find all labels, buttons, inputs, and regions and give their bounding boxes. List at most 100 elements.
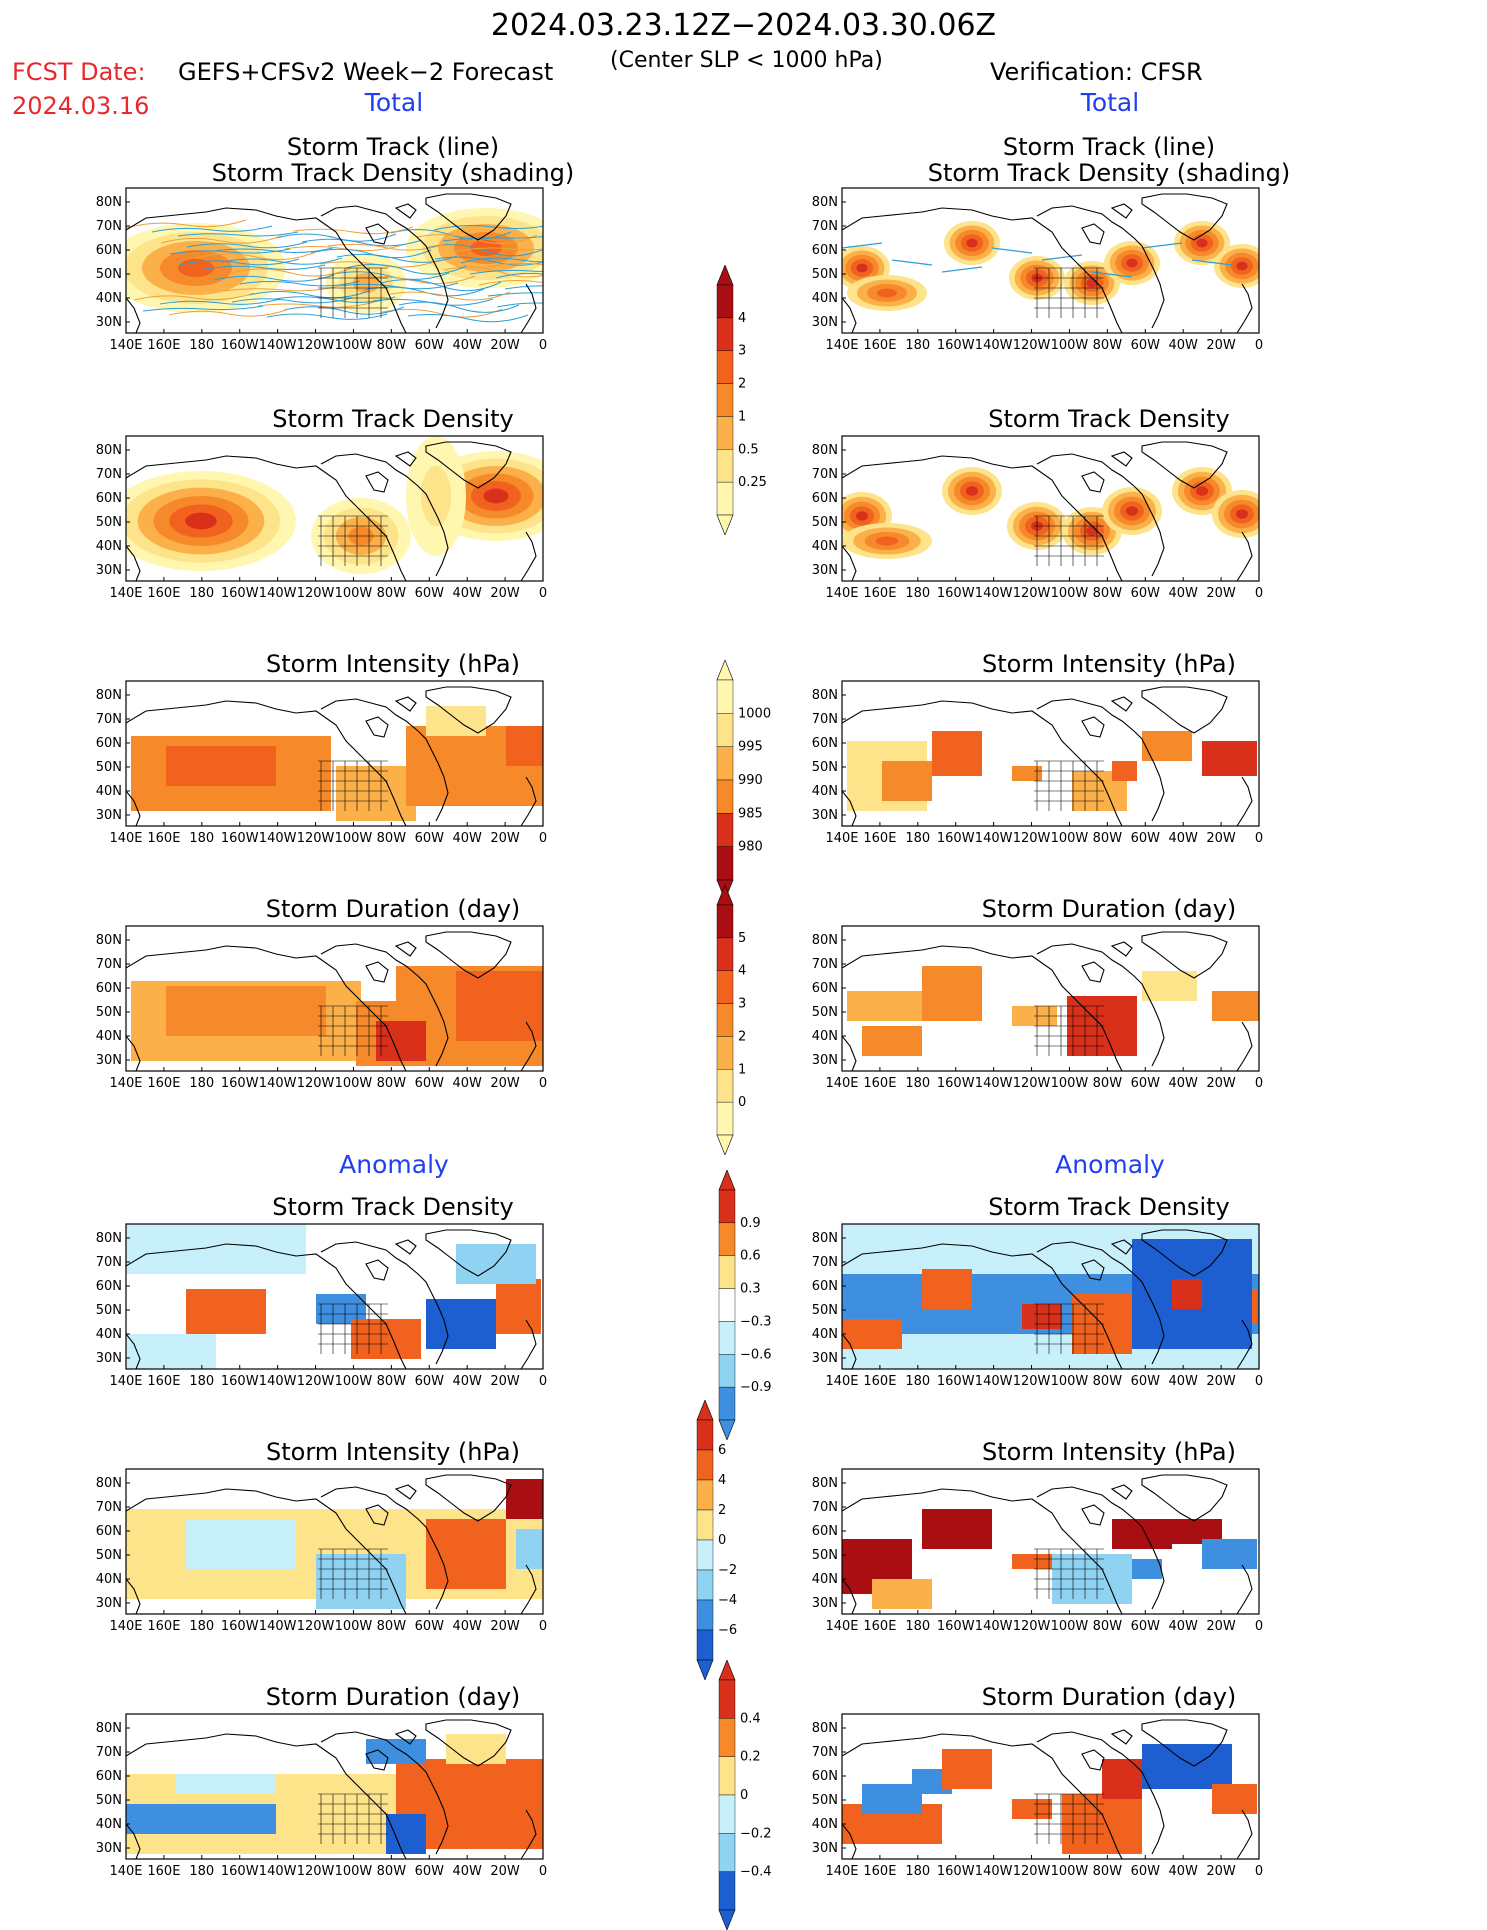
- header-title: 2024.03.23.12Z−2024.03.30.06Z: [490, 8, 997, 43]
- storm-track-line: [991, 247, 1033, 254]
- panel-duration-anom-right-svg: 80N 70N 60N 50N 40N 30N 140E 160E 180 160W 140W 120…: [812, 1713, 1263, 1879]
- field-cell: [1132, 1559, 1162, 1579]
- lat-tick-label: 60N: [96, 1279, 122, 1294]
- colorbar-swatch: [716, 779, 734, 814]
- lat-tick-label: 80N: [812, 688, 838, 703]
- storm-track-line: [151, 225, 273, 233]
- lon-tick-label: 160E: [147, 1864, 180, 1879]
- lon-tick-label: 140E: [825, 338, 858, 353]
- coastline-path: [1110, 696, 1133, 712]
- field-cell: [336, 766, 416, 821]
- lon-tick-label: 180: [905, 1619, 930, 1634]
- lon-tick-label: 0: [539, 1076, 547, 1091]
- coastline-path: [1236, 531, 1253, 581]
- field-cell: [872, 1579, 932, 1609]
- colorbar-swatch: [696, 1569, 714, 1601]
- storm-track-line: [186, 241, 308, 249]
- colorbar-intensity-total: 1000 995 990 985 980: [716, 660, 771, 900]
- colorbar-swatch: [718, 1756, 736, 1796]
- panel-density-anom-right-svg: 80N 70N 60N 50N 40N 30N 140E 160E 180 160W 140W 120…: [812, 1223, 1263, 1389]
- panel-density-anom-left-svg: 80N 70N 60N 50N 40N 30N 140E 160E 180 160W 140W 120…: [96, 1223, 547, 1389]
- map-frame: [125, 187, 544, 334]
- lon-tick-label: 40W: [452, 1619, 482, 1634]
- panel-density-anom-left: 80N 70N 60N 50N 40N 30N 140E 160E 180 160W 140W 120…: [0, 1206, 560, 1406]
- field-cell: [456, 971, 543, 1041]
- storm-track-line: [169, 248, 291, 255]
- section-total-right: Total: [1080, 88, 1140, 117]
- lat-tick-label: 30N: [96, 1351, 122, 1366]
- lon-tick-label: 80W: [1093, 1076, 1123, 1091]
- lon-tick-label: 140W: [259, 831, 297, 846]
- lat-tick-label: 70N: [812, 712, 838, 727]
- lat-tick-label: 30N: [812, 563, 838, 578]
- storm-track-line: [274, 296, 396, 303]
- lat-tick-label: 40N: [812, 1327, 838, 1342]
- lat-tick-label: 50N: [812, 267, 838, 282]
- lat-tick-label: 30N: [812, 1841, 838, 1856]
- coastline-path: [365, 1504, 389, 1526]
- section-total-left: Total: [364, 88, 424, 117]
- lat-tick-label: 80N: [96, 688, 122, 703]
- lon-tick-label: 20W: [490, 586, 520, 601]
- storm-track-line: [398, 301, 520, 313]
- lon-tick-label: 20W: [1206, 1076, 1236, 1091]
- storm-track-line: [221, 257, 343, 265]
- colorbar-swatch: [696, 1599, 714, 1631]
- lon-tick-label: 160E: [863, 1864, 896, 1879]
- storm-track-line: [941, 266, 983, 273]
- lon-tick-label: 160E: [863, 1374, 896, 1389]
- coastline-path: [1141, 1719, 1228, 1767]
- map-frame: [125, 1223, 544, 1370]
- storm-track-line: [212, 247, 334, 253]
- coastline-path: [1036, 1731, 1165, 1855]
- lon-tick-label: 160W: [937, 1374, 975, 1389]
- lon-tick-label: 0: [1255, 586, 1263, 601]
- coastline-path: [365, 1259, 389, 1281]
- coastline-path: [394, 941, 417, 957]
- lon-tick-label: 120W: [1013, 1619, 1051, 1634]
- field-cell: [1102, 1759, 1142, 1799]
- lon-tick-label: 60W: [415, 1619, 445, 1634]
- storm-track-line: [891, 259, 933, 266]
- lon-tick-label: 80W: [1093, 831, 1123, 846]
- panel-duration-total-right-svg: 80N 70N 60N 50N 40N 30N 140E 160E 180 160W 140W 120…: [812, 925, 1263, 1091]
- title-intensity-total-right: Storm Intensity (hPa): [982, 650, 1236, 678]
- lon-tick-label: 140W: [259, 586, 297, 601]
- colorbar-label: 980: [738, 840, 763, 855]
- storm-track-line: [178, 258, 300, 266]
- field-cell: [376, 1021, 426, 1061]
- colorbar-swatch: [716, 317, 734, 351]
- lon-tick-label: 40W: [452, 338, 482, 353]
- lat-tick-label: 70N: [812, 219, 838, 234]
- coastline-path: [1141, 193, 1228, 241]
- coastline-path: [320, 698, 449, 822]
- lon-tick-label: 20W: [1206, 1374, 1236, 1389]
- field-cell: [516, 1529, 543, 1569]
- colorbar-swatch: [716, 970, 734, 1004]
- panel-intensity-total-left-svg: 80N 70N 60N 50N 40N 30N 140E 160E 180 160W 140W 120…: [96, 680, 547, 846]
- coastline-path: [1110, 941, 1133, 957]
- lon-tick-label: 120W: [297, 831, 335, 846]
- field-cell: [1172, 1279, 1202, 1309]
- colorbar-label: 3: [738, 344, 746, 359]
- title-intensity-anom-right: Storm Intensity (hPa): [982, 1438, 1236, 1466]
- lon-tick-label: 140E: [825, 586, 858, 601]
- colorbar-swatch: [716, 481, 734, 516]
- colorbar-swatch: [718, 1679, 736, 1719]
- lon-tick-label: 160E: [147, 1076, 180, 1091]
- storm-track-line: [478, 280, 543, 286]
- density-blob: [966, 486, 978, 496]
- lat-tick-label: 50N: [96, 267, 122, 282]
- field-cell: [186, 1519, 296, 1569]
- field-cell: [446, 1734, 506, 1764]
- lat-tick-label: 60N: [812, 491, 838, 506]
- map-frame: [841, 187, 1260, 334]
- coastline-path: [365, 716, 389, 738]
- coastline-path: [1236, 1809, 1253, 1859]
- colorbar-label: −2: [718, 1563, 737, 1578]
- lat-tick-label: 60N: [812, 736, 838, 751]
- colorbar-swatch: [718, 1871, 736, 1911]
- lat-tick-label: 30N: [812, 1596, 838, 1611]
- lon-tick-label: 80W: [377, 831, 407, 846]
- lon-tick-label: 120W: [297, 338, 335, 353]
